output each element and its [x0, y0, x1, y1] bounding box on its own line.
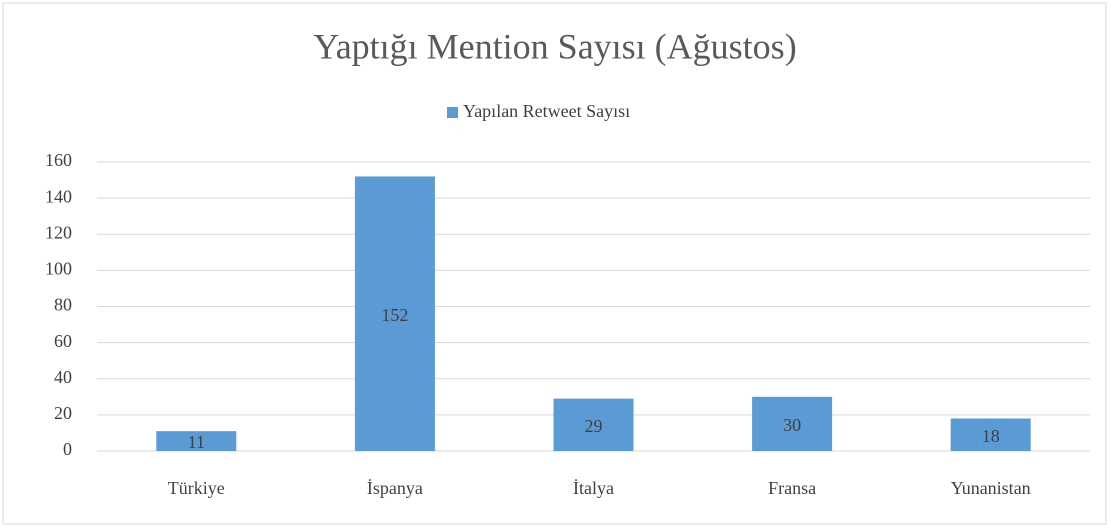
- bar: [950, 418, 1031, 451]
- x-tick-label: Yunanistan: [951, 478, 1031, 498]
- bar: [156, 431, 237, 451]
- chart-title: Yaptığı Mention Sayısı (Ağustos): [313, 26, 796, 66]
- data-label: 30: [783, 415, 801, 435]
- data-label: 152: [381, 305, 408, 325]
- y-tick-label: 20: [54, 403, 72, 423]
- bar: [752, 396, 833, 451]
- data-label: 11: [188, 432, 205, 452]
- y-tick-label: 120: [45, 222, 72, 242]
- x-tick-label: İtalya: [573, 478, 614, 498]
- data-label: 18: [982, 426, 1000, 446]
- bar: [553, 398, 634, 451]
- y-tick-label: 100: [45, 259, 72, 279]
- data-label: 29: [585, 416, 603, 436]
- y-tick-label: 140: [45, 186, 72, 206]
- legend-label: Yapılan Retweet Sayısı: [463, 101, 630, 121]
- x-tick-label: Fransa: [768, 478, 816, 498]
- x-tick-label: İspanya: [367, 478, 423, 498]
- bar: [354, 176, 435, 451]
- y-tick-label: 160: [45, 150, 72, 170]
- x-tick-label: Türkiye: [168, 478, 225, 498]
- y-tick-label: 40: [54, 367, 72, 387]
- legend-swatch: [447, 107, 458, 118]
- y-tick-label: 0: [63, 439, 72, 459]
- y-tick-label: 80: [54, 295, 72, 315]
- y-tick-label: 60: [54, 331, 72, 351]
